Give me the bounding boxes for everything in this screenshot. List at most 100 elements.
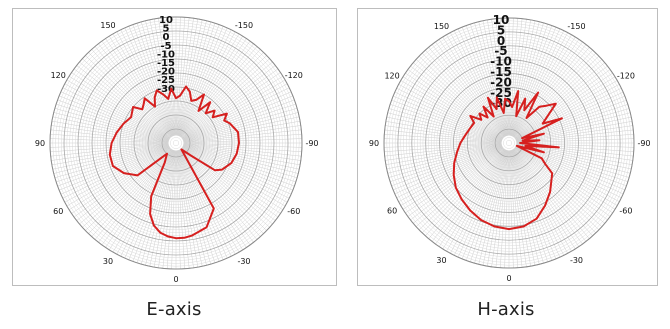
pattern-series-line <box>452 90 563 231</box>
grid-ring-major <box>397 31 621 255</box>
grid-ring-minor <box>444 78 574 208</box>
h-axis-chart-panel: 0 30 60 90 120 150 -150 -120 -90 -60 -30 10 5 0 -5 -10-… <box>357 8 658 286</box>
grid-ring-minor <box>430 64 588 222</box>
radial-tick-label: -15 <box>490 65 512 79</box>
grid-ring-minor <box>500 134 518 152</box>
grid-ring-minor <box>83 50 269 236</box>
grid-ring-minor <box>400 34 618 252</box>
angular-tick-label: -30 <box>237 257 250 266</box>
grid-ring-minor <box>172 139 180 147</box>
angular-tick-label: 120 <box>51 71 66 80</box>
polar-grid <box>49 16 303 270</box>
grid-ring-minor <box>100 67 252 219</box>
grid-ring-minor <box>86 53 266 233</box>
h-axis-caption: H-axis <box>477 299 535 320</box>
grid-ring-minor <box>392 26 626 260</box>
radial-tick-label: 0 <box>497 34 505 48</box>
grid-ring-minor <box>108 75 244 211</box>
grid-ring-minor <box>433 67 585 219</box>
grid-ring-major <box>91 58 261 228</box>
grid-ring-minor <box>156 123 196 163</box>
grid-ring-minor <box>88 55 264 231</box>
angular-tick-label: 60 <box>387 207 397 216</box>
e-axis-chart-panel: 0 30 60 90 120 150 -150 -120 -90 -60 -30 10 5 0 -5 -10-… <box>12 8 337 286</box>
grid-ring-minor <box>69 36 283 250</box>
radial-tick-label: -20 <box>490 75 512 89</box>
angular-tick-label: 30 <box>103 257 113 266</box>
radial-tick-label: -30 <box>157 84 175 95</box>
angular-tick-label: -150 <box>567 22 585 31</box>
grid-ring-minor <box>458 92 560 194</box>
grid-ring-minor <box>436 70 582 216</box>
grid-ring-minor <box>469 103 549 183</box>
grid-ring-major <box>480 114 538 172</box>
angular-tick-label: 0 <box>506 274 511 283</box>
grid-ring-major <box>453 87 565 199</box>
grid-ring-major <box>77 44 275 242</box>
grid-ring-minor <box>72 39 280 247</box>
angular-tick-label: 60 <box>53 207 63 216</box>
grid-ring-minor <box>158 125 194 161</box>
radial-tick-label: -10 <box>157 49 175 60</box>
radial-tick-label: 0 <box>163 32 170 43</box>
grid-ring-minor <box>114 81 238 205</box>
grid-ring-major <box>105 72 247 214</box>
grid-ring-minor <box>447 81 571 205</box>
grid-ring-major <box>425 59 593 227</box>
radial-tick-label: -5 <box>494 44 507 58</box>
radial-tick-label: 5 <box>163 24 170 35</box>
grid-ring-minor <box>389 23 629 263</box>
angular-tick-label: 150 <box>100 21 115 30</box>
grid-ring-major <box>133 100 219 186</box>
angular-tick-label: 120 <box>384 72 399 81</box>
grid-ring-minor <box>136 103 216 183</box>
angular-tick-label: -60 <box>287 207 300 216</box>
angular-tick-label: 150 <box>434 22 449 31</box>
grid-ring-minor <box>142 109 210 177</box>
grid-ring-major <box>439 73 579 213</box>
radial-tick-label: -20 <box>157 67 175 78</box>
grid-ring-minor <box>128 95 224 191</box>
grid-ring-minor <box>464 98 554 188</box>
grid-ring-minor <box>94 61 258 225</box>
grid-ring-minor <box>450 84 568 202</box>
grid-ring-major <box>161 128 191 158</box>
angular-tick-label: 90 <box>369 139 379 148</box>
angular-tick-label: -90 <box>305 139 318 148</box>
grid-ring-minor <box>125 92 227 194</box>
grid-ring-major <box>119 86 233 200</box>
polar-grid <box>383 17 635 269</box>
grid-ring-minor <box>167 134 185 152</box>
angular-tick-label: -120 <box>617 72 635 81</box>
e-axis-caption: E-axis <box>146 299 202 320</box>
radial-tick-label: -25 <box>157 75 175 86</box>
angular-tick-label: -90 <box>637 139 650 148</box>
grid-ring-minor <box>505 139 513 147</box>
grid-ring-minor <box>394 28 624 258</box>
grid-ring-minor <box>58 25 294 261</box>
radial-tick-label: 10 <box>493 13 510 27</box>
grid-ring-minor <box>164 131 188 155</box>
pattern-series-line <box>108 85 240 240</box>
grid-ring-major <box>411 45 607 241</box>
angular-tick-label: -120 <box>285 71 303 80</box>
radial-tick-label: 5 <box>497 23 505 37</box>
grid-ring-minor <box>405 39 613 247</box>
angular-tick-label: -30 <box>570 256 583 265</box>
grid-ring-minor <box>139 106 213 180</box>
outer-ring <box>383 17 635 269</box>
grid-ring-minor <box>461 95 557 191</box>
grid-ring-minor <box>419 53 599 233</box>
grid-ring-minor <box>122 89 230 197</box>
grid-ring-minor <box>472 106 546 180</box>
grid-ring-minor <box>55 22 297 264</box>
grid-ring-minor <box>455 89 563 197</box>
grid-ring-major <box>63 30 289 256</box>
grid-ring-minor <box>144 111 208 175</box>
angular-tick-label: -150 <box>235 21 253 30</box>
